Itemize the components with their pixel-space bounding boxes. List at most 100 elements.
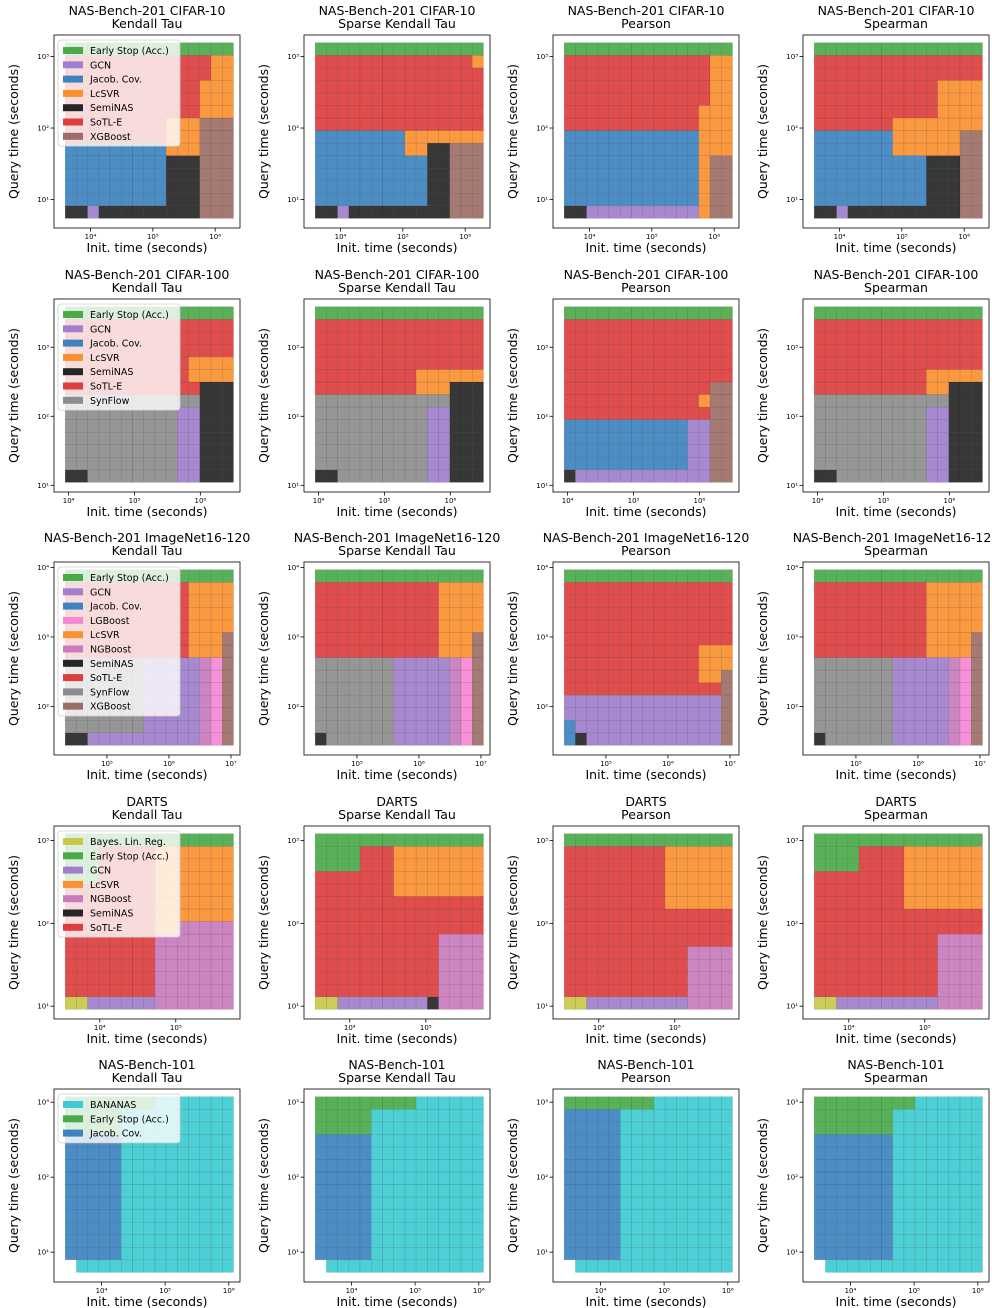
heatmap-cell: [348, 331, 361, 345]
heatmap-cell: [132, 205, 144, 219]
heatmap-cell: [427, 444, 439, 458]
heatmap-cell: [393, 858, 406, 872]
heatmap-cell: [154, 431, 167, 445]
heatmap-cell: [586, 582, 599, 596]
axes-frame: [303, 825, 491, 1020]
heatmap-cell: [177, 971, 189, 985]
heatmap-cell: [371, 657, 383, 671]
heatmap-cell: [188, 669, 201, 683]
heatmap-cell: [121, 984, 133, 998]
x-tick-label: 10⁶: [958, 233, 970, 241]
heatmap-cell: [165, 1196, 178, 1210]
heatmap-cell: [438, 1134, 451, 1148]
heatmap-cell: [721, 331, 733, 345]
heatmap-cell: [870, 1259, 882, 1273]
heatmap-cell: [438, 42, 451, 56]
heatmap-cell: [472, 1121, 484, 1135]
heatmap-cell: [676, 582, 688, 596]
heatmap-cell: [858, 431, 871, 445]
y-tick-label: 10³: [536, 633, 548, 641]
heatmap-cell: [881, 921, 893, 935]
heatmap-cell: [698, 896, 711, 910]
heatmap-cell: [427, 205, 439, 219]
heatmap-cell: [371, 732, 383, 746]
heatmap-cell: [359, 67, 372, 81]
heatmap-cell: [415, 569, 428, 583]
heatmap-cell: [676, 607, 688, 621]
heatmap-cell: [892, 846, 905, 860]
heatmap-cell: [64, 1247, 77, 1261]
heatmap-cell: [382, 607, 394, 621]
heatmap-cell: [415, 1184, 428, 1198]
heatmap-cell: [87, 431, 100, 445]
heatmap-cell: [926, 682, 938, 696]
heatmap-cell: [586, 457, 599, 471]
heatmap-cell: [698, 457, 711, 471]
heatmap-cell: [653, 1121, 666, 1135]
heatmap-cell: [926, 946, 938, 960]
axes-frame: [53, 561, 241, 756]
heatmap-cell: [348, 858, 361, 872]
heatmap-cell: [382, 457, 394, 471]
heatmap-cell: [914, 1221, 927, 1235]
heatmap-cell: [415, 142, 428, 156]
heatmap-cell: [631, 1209, 643, 1223]
heatmap-cell: [109, 1159, 122, 1173]
heatmap-cell: [177, 984, 189, 998]
heatmap-cell: [188, 1096, 201, 1110]
heatmap-cell: [709, 117, 722, 131]
heatmap-cell: [87, 1221, 100, 1235]
heatmap-cell: [597, 394, 610, 408]
heatmap-cell: [664, 946, 677, 960]
heatmap-cell: [359, 833, 372, 847]
heatmap-cell: [620, 406, 632, 420]
heatmap-cell: [813, 858, 826, 872]
heatmap-cell: [449, 996, 462, 1010]
heatmap-cell: [858, 469, 871, 483]
heatmap-cell: [858, 80, 871, 94]
heatmap-cell: [597, 431, 610, 445]
heatmap-cell: [858, 896, 871, 910]
heatmap-cell: [858, 381, 871, 395]
heatmap-cell: [586, 306, 599, 320]
heatmap-cell: [721, 682, 733, 696]
y-tick-label: 10¹: [37, 482, 49, 490]
heatmap-cell: [664, 921, 677, 935]
heatmap-cell: [836, 306, 849, 320]
heatmap-cell: [813, 406, 826, 420]
heatmap-cell: [836, 1171, 849, 1185]
heatmap-cell: [393, 1121, 406, 1135]
heatmap-cell: [337, 908, 350, 922]
heatmap-cell: [326, 344, 338, 358]
heatmap-cell: [188, 1259, 201, 1273]
heatmap-cell: [687, 996, 700, 1010]
heatmap-cell: [971, 707, 983, 721]
heatmap-cell: [472, 1247, 484, 1261]
heatmap-cell: [642, 92, 655, 106]
heatmap-cell: [903, 356, 916, 370]
heatmap-cell: [631, 406, 643, 420]
heatmap-cell: [608, 419, 621, 433]
heatmap-cell: [676, 42, 688, 56]
heatmap-cell: [631, 569, 643, 583]
heatmap-cell: [199, 319, 212, 333]
heatmap-cell: [813, 720, 826, 734]
heatmap-cell: [858, 306, 871, 320]
panel-title: NAS-Bench-201 ImageNet16-120: [793, 530, 992, 545]
heatmap-cell: [858, 406, 871, 420]
heatmap-cell: [698, 569, 711, 583]
heatmap-cell: [721, 996, 733, 1010]
legend-swatch: [63, 688, 83, 696]
heatmap-cell: [937, 871, 950, 885]
x-tick-label: 10⁶: [708, 233, 720, 241]
heatmap-cell: [914, 394, 927, 408]
heatmap-cell: [188, 1184, 201, 1198]
heatmap-cell: [959, 419, 972, 433]
heatmap-cell: [959, 858, 972, 872]
y-tick-label: 10¹: [37, 196, 49, 204]
heatmap-cell: [631, 933, 643, 947]
heatmap-cell: [721, 846, 733, 860]
heatmap-cell: [721, 1247, 733, 1261]
heatmap-cell: [676, 632, 688, 646]
heatmap-cell: [959, 1247, 972, 1261]
